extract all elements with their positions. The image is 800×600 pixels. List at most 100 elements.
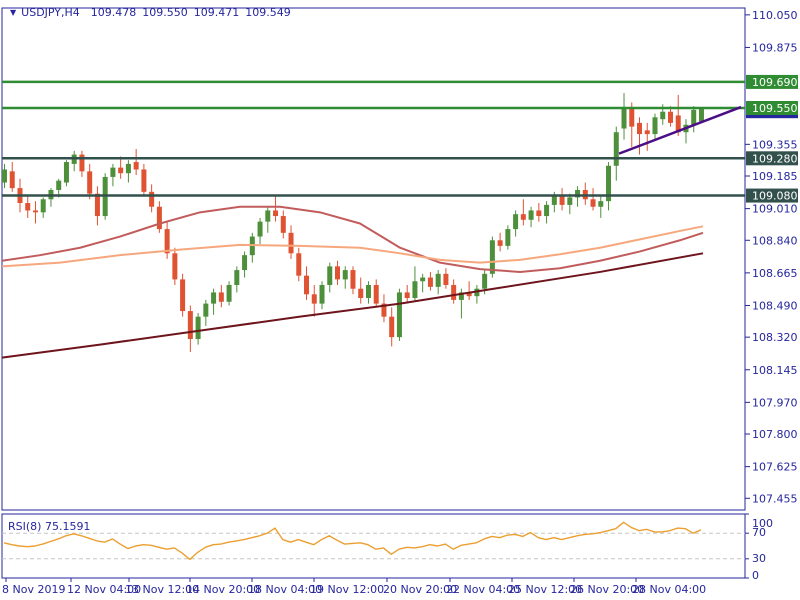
candle-body — [94, 193, 100, 217]
ohlc-low-value: 109.471 — [193, 6, 240, 19]
candle-body — [458, 292, 464, 300]
price-axis-label: 107.970 — [752, 396, 798, 409]
time-axis-label: 22 Nov 04:00 — [446, 583, 520, 596]
time-axis-label: 18 Nov 04:00 — [248, 583, 322, 596]
candle-body — [466, 292, 472, 297]
rsi-pane-border[interactable] — [1, 513, 746, 579]
candle-body — [334, 266, 340, 280]
candle-body — [234, 270, 240, 285]
candle-body — [365, 284, 371, 299]
price-pane-border[interactable] — [1, 7, 746, 511]
ma-slow-maroon-line — [1, 252, 704, 359]
candle-body — [358, 288, 364, 299]
candle-body — [79, 154, 85, 172]
candle-body — [226, 284, 232, 302]
candle-body — [536, 210, 542, 217]
candle-body — [497, 240, 503, 246]
rsi-indicator-label: RSI(8) 75.1591 — [8, 520, 90, 533]
candle-body — [412, 281, 418, 299]
time-axis-label: 8 Nov 2019 — [2, 583, 65, 596]
level-badge-label: 109.080 — [752, 190, 798, 203]
candle-body — [56, 180, 62, 190]
candle-body — [660, 111, 666, 120]
price-axis-label: 107.455 — [752, 492, 798, 505]
candle-body — [443, 273, 449, 285]
candle-body — [63, 162, 69, 183]
time-axis-label: 19 Nov 12:00 — [310, 583, 384, 596]
level-badge-109.080 — [746, 188, 798, 203]
ma-mid-salmon-line — [1, 225, 704, 268]
candle-body — [141, 169, 147, 192]
price-axis-label: 108.490 — [752, 299, 798, 312]
candle-body — [187, 311, 193, 340]
candle-body — [420, 277, 426, 282]
time-axis-label: 26 Nov 20:00 — [570, 583, 644, 596]
price-axis-label: 109.875 — [752, 41, 798, 54]
price-axis-label: 109.355 — [752, 138, 798, 151]
rsi-axis-label: 30 — [752, 552, 766, 565]
candle-body — [172, 253, 178, 280]
candle-body — [257, 221, 263, 237]
candle-body — [133, 162, 139, 170]
candle-body — [404, 292, 410, 299]
candle-body — [559, 195, 565, 205]
candle-body — [551, 195, 557, 205]
candle-body — [25, 203, 31, 211]
price-axis-label: 109.010 — [752, 203, 798, 216]
ohlc-high-value: 109.550 — [142, 6, 188, 19]
candle-body — [156, 206, 162, 230]
candle-body — [110, 167, 116, 177]
candle-body — [606, 165, 612, 202]
candle-body — [652, 117, 658, 135]
candle-body — [629, 108, 635, 127]
candle-body — [304, 275, 310, 295]
candle-body — [87, 171, 93, 194]
candle-body — [427, 277, 433, 287]
price-axis-label: 108.665 — [752, 267, 798, 280]
time-axis-label: 12 Nov 04:00 — [67, 583, 141, 596]
level-badge-label: 109.280 — [752, 152, 798, 165]
candle-body — [149, 191, 155, 207]
candle-body — [9, 171, 15, 189]
candle-body — [489, 240, 495, 274]
candle-body — [32, 210, 38, 213]
candle-body — [381, 303, 387, 317]
candle-body — [520, 214, 526, 220]
ohlc-close-value: 109.549 — [245, 6, 291, 19]
candle-body — [691, 109, 697, 125]
rsi-axis-label: 70 — [752, 526, 766, 539]
trendline — [618, 105, 742, 155]
rsi-axis-label: 100 — [752, 517, 773, 530]
rsi-line — [3, 521, 702, 561]
candle-body — [435, 273, 441, 287]
candle-body — [482, 273, 488, 289]
candle-body — [2, 169, 7, 183]
candle-body — [40, 199, 46, 213]
symbol-period-label: USDJPY,H4 — [21, 6, 80, 19]
candle-body — [513, 214, 519, 230]
price-axis-label: 107.800 — [752, 428, 798, 441]
candle-body — [125, 163, 131, 174]
price-axis-label: 108.320 — [752, 331, 798, 344]
price-axis-label: 108.145 — [752, 364, 798, 377]
time-axis-label: 13 Nov 12:00 — [125, 583, 199, 596]
candle-body — [180, 279, 186, 312]
candle-body — [667, 111, 673, 123]
candle-body — [373, 284, 379, 304]
price-axis-label: 108.840 — [752, 234, 798, 247]
price-axis-label: 109.185 — [752, 170, 798, 183]
candle-body — [327, 266, 333, 285]
candle-body — [621, 108, 627, 129]
candle-body — [203, 303, 209, 317]
candle-body — [396, 292, 402, 338]
candle-body — [598, 201, 604, 207]
candle-body — [342, 270, 348, 280]
symbol-dropdown-icon[interactable]: ▼ — [10, 7, 17, 17]
candle-body — [528, 210, 534, 220]
candle-body — [575, 189, 581, 198]
candle-body — [118, 167, 124, 174]
candle-body — [590, 199, 596, 207]
level-badge-109.690 — [746, 74, 798, 89]
